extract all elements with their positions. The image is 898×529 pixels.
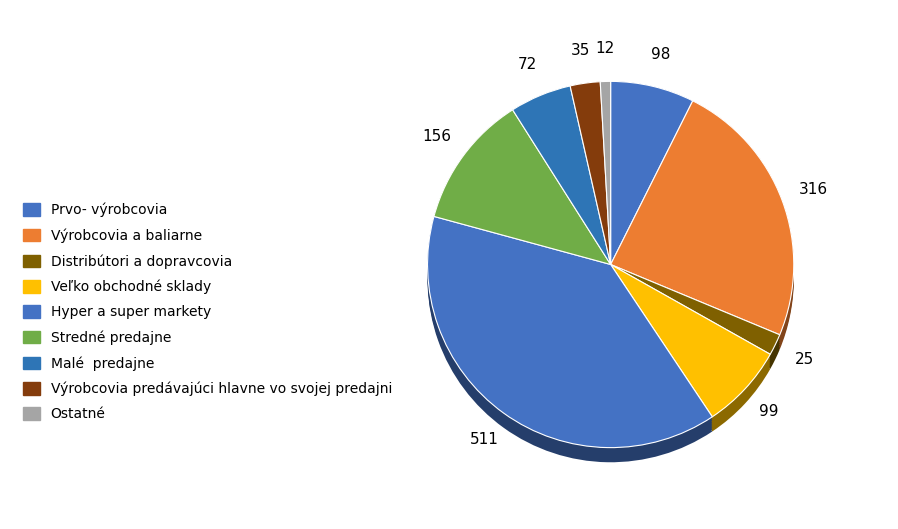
Text: 316: 316 (798, 181, 828, 197)
Wedge shape (600, 88, 611, 271)
Text: 12: 12 (594, 41, 614, 56)
Wedge shape (434, 114, 611, 269)
Wedge shape (513, 96, 611, 275)
Wedge shape (513, 101, 611, 279)
Wedge shape (434, 124, 611, 279)
Wedge shape (570, 96, 611, 279)
Wedge shape (600, 94, 611, 277)
Wedge shape (513, 86, 611, 264)
Wedge shape (570, 90, 611, 273)
Text: 72: 72 (518, 58, 537, 72)
Wedge shape (513, 94, 611, 273)
Wedge shape (434, 120, 611, 275)
Wedge shape (434, 118, 611, 273)
Wedge shape (600, 92, 611, 275)
Wedge shape (611, 81, 692, 264)
Wedge shape (427, 223, 712, 454)
Wedge shape (611, 84, 692, 267)
Wedge shape (513, 98, 611, 277)
Wedge shape (611, 92, 692, 275)
Wedge shape (611, 88, 692, 271)
Wedge shape (513, 90, 611, 269)
Wedge shape (570, 88, 611, 271)
Wedge shape (611, 113, 794, 348)
Wedge shape (434, 110, 611, 264)
Wedge shape (611, 115, 794, 350)
Wedge shape (600, 96, 611, 279)
Wedge shape (611, 271, 779, 361)
Wedge shape (513, 92, 611, 271)
Wedge shape (427, 225, 712, 456)
Wedge shape (570, 81, 611, 264)
Wedge shape (611, 275, 770, 427)
Wedge shape (611, 103, 794, 337)
Text: 35: 35 (571, 43, 590, 58)
Wedge shape (600, 90, 611, 273)
Wedge shape (611, 269, 770, 421)
Wedge shape (434, 122, 611, 277)
Wedge shape (611, 81, 692, 264)
Wedge shape (600, 81, 611, 264)
Wedge shape (611, 277, 770, 430)
Wedge shape (570, 86, 611, 269)
Text: 98: 98 (651, 47, 670, 62)
Wedge shape (570, 84, 611, 267)
Wedge shape (611, 107, 794, 341)
Wedge shape (570, 81, 611, 264)
Wedge shape (513, 86, 611, 264)
Wedge shape (611, 105, 794, 339)
Wedge shape (611, 264, 770, 417)
Wedge shape (611, 279, 779, 369)
Wedge shape (611, 267, 770, 419)
Wedge shape (600, 81, 611, 264)
Text: 25: 25 (796, 352, 814, 367)
Wedge shape (611, 264, 770, 417)
Wedge shape (427, 218, 712, 450)
Wedge shape (611, 279, 770, 432)
Wedge shape (611, 101, 794, 335)
Wedge shape (611, 269, 779, 359)
Wedge shape (611, 94, 692, 277)
Wedge shape (611, 86, 692, 269)
Wedge shape (611, 267, 779, 357)
Wedge shape (434, 110, 611, 264)
Wedge shape (427, 227, 712, 458)
Text: 511: 511 (470, 432, 498, 448)
Wedge shape (600, 86, 611, 269)
Wedge shape (427, 216, 712, 448)
Wedge shape (611, 109, 794, 343)
Wedge shape (434, 116, 611, 271)
Wedge shape (434, 112, 611, 267)
Wedge shape (427, 231, 712, 462)
Wedge shape (513, 88, 611, 267)
Wedge shape (611, 277, 779, 367)
Wedge shape (611, 273, 770, 425)
Text: 99: 99 (760, 404, 779, 419)
Wedge shape (427, 221, 712, 452)
Wedge shape (570, 94, 611, 277)
Wedge shape (611, 275, 779, 365)
Wedge shape (611, 264, 779, 354)
Wedge shape (611, 101, 794, 335)
Wedge shape (611, 264, 779, 354)
Wedge shape (611, 271, 770, 423)
Wedge shape (611, 273, 779, 363)
Wedge shape (611, 96, 692, 279)
Wedge shape (427, 216, 712, 448)
Wedge shape (600, 84, 611, 267)
Wedge shape (570, 92, 611, 275)
Wedge shape (611, 111, 794, 345)
Wedge shape (611, 90, 692, 273)
Text: 156: 156 (422, 129, 452, 144)
Wedge shape (427, 229, 712, 460)
Legend: Prvo- výrobcovia, Výrobcovia a baliarne, Distribútori a dopravcovia, Veľko obcho: Prvo- výrobcovia, Výrobcovia a baliarne,… (16, 196, 399, 428)
